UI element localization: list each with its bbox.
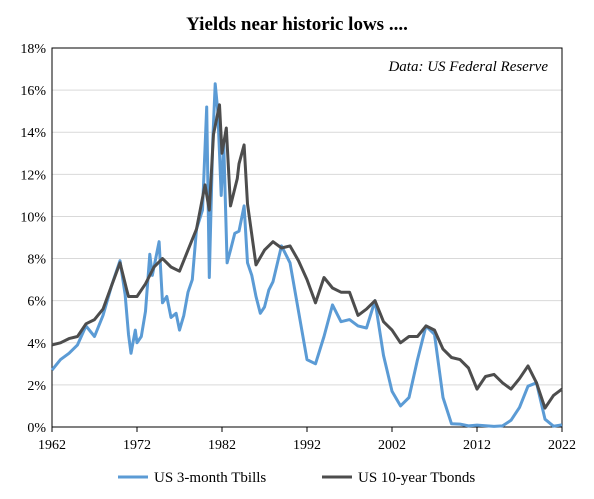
x-tick-label: 1972 (123, 438, 151, 453)
x-tick-label: 2022 (548, 438, 576, 453)
legend-label-tbills: US 3-month Tbills (154, 470, 266, 486)
legend: US 3-month Tbills US 10-year Tbonds (118, 470, 475, 486)
x-tick-label: 1982 (208, 438, 236, 453)
series-line-tbills (50, 82, 563, 428)
y-tick-label: 16% (20, 84, 46, 99)
y-tick-label: 14% (20, 126, 46, 141)
x-tick-label: 1962 (38, 438, 66, 453)
x-tick-label: 1992 (293, 438, 321, 453)
y-axis-ticks: 0% 2% 4% 6% 8% 10% 12% 14% 16% 18% (20, 42, 46, 436)
y-tick-label: 18% (20, 42, 46, 57)
plot-area (51, 47, 563, 428)
y-tick-label: 2% (27, 379, 46, 394)
series-line-tbonds (51, 103, 563, 410)
y-tick-label: 12% (20, 168, 46, 183)
legend-label-tbonds: US 10-year Tbonds (358, 470, 475, 486)
source-annotation: Data: US Federal Reserve (387, 59, 548, 75)
y-tick-label: 8% (27, 253, 46, 268)
x-tick-label: 2002 (378, 438, 406, 453)
x-axis-ticks: 1962 1972 1982 1992 2002 2012 2022 (38, 427, 576, 453)
x-tick-label: 2012 (463, 438, 491, 453)
series-layer (50, 82, 563, 428)
y-tick-label: 4% (27, 337, 46, 352)
y-tick-label: 0% (27, 421, 46, 436)
y-tick-label: 10% (20, 210, 46, 225)
chart-title: Yields near historic lows .... (186, 14, 408, 35)
y-tick-label: 6% (27, 295, 46, 310)
